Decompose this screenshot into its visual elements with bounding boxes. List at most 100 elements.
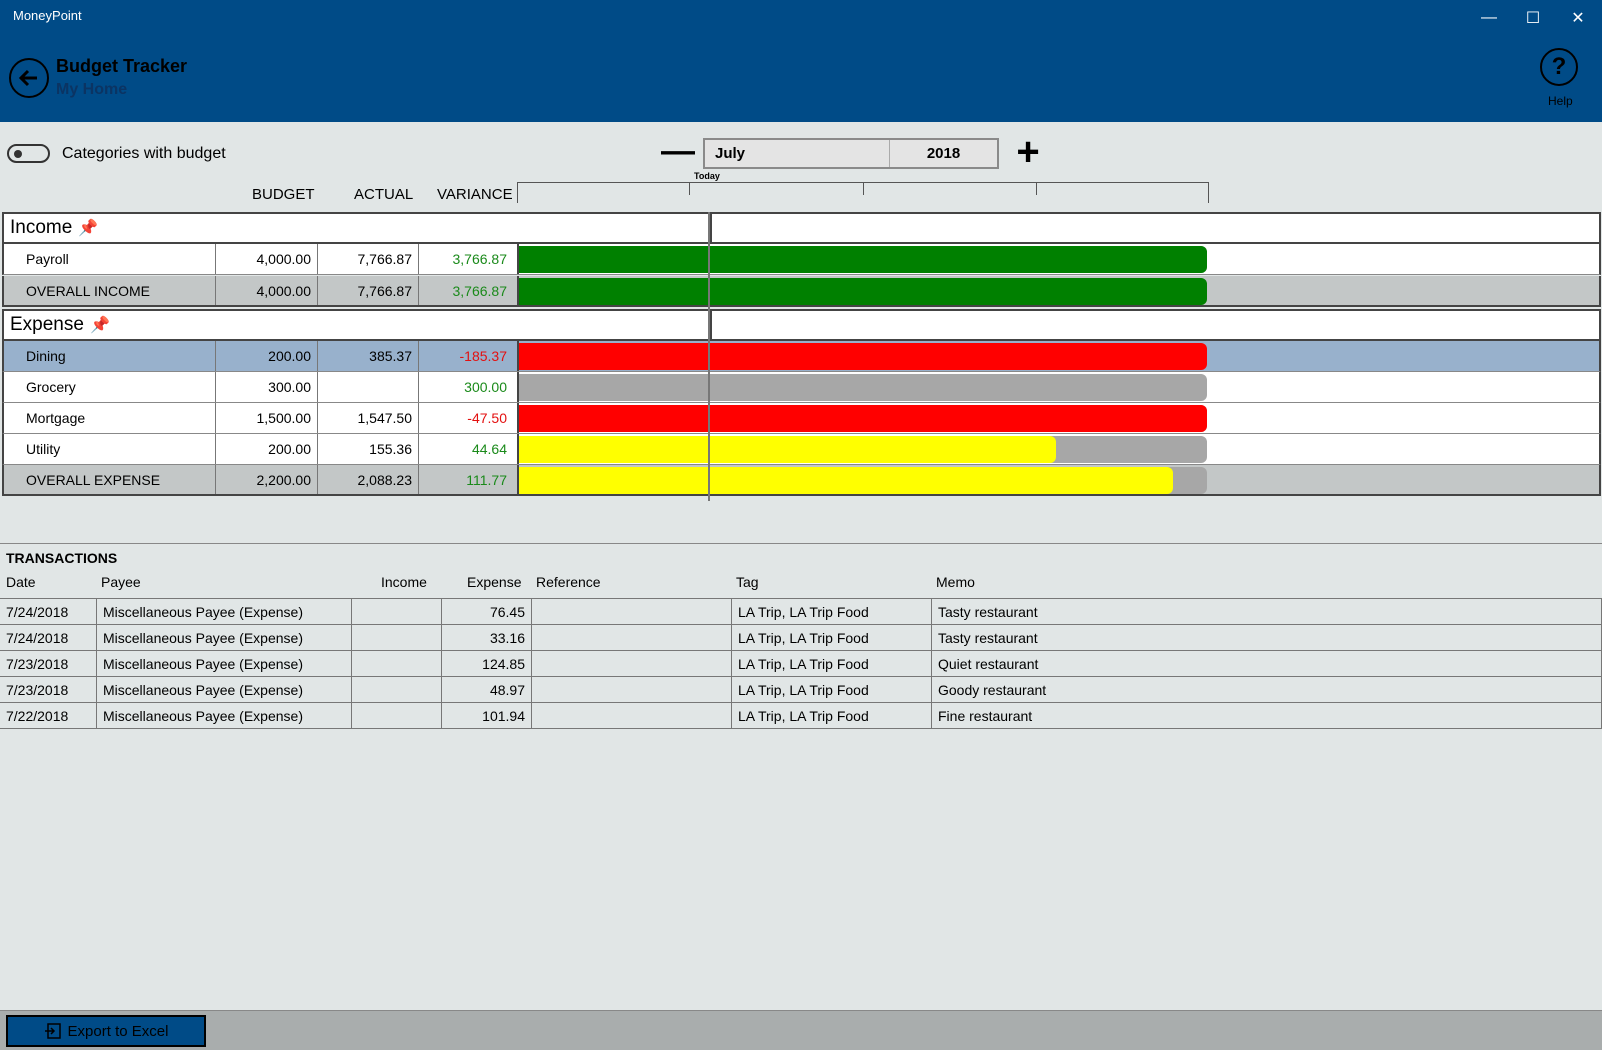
- tag-column-header[interactable]: Tag: [736, 574, 759, 590]
- transaction-date: 7/22/2018: [0, 703, 97, 728]
- transaction-memo: Tasty restaurant: [932, 625, 1602, 650]
- progress-bar-fill: [519, 436, 1056, 463]
- year-field[interactable]: 2018: [926, 145, 961, 162]
- budget-value: 200.00: [216, 434, 318, 464]
- budget-value: 2,200.00: [216, 465, 318, 494]
- pin-icon[interactable]: 📌: [89, 317, 110, 334]
- actual-value: 1,547.50: [318, 403, 419, 433]
- back-button[interactable]: [9, 58, 49, 98]
- transaction-reference: [532, 651, 732, 676]
- budget-row[interactable]: Grocery 300.00 300.00: [2, 372, 1601, 403]
- budget-row[interactable]: Utility 200.00 155.36 44.64: [2, 434, 1601, 465]
- transaction-memo: Tasty restaurant: [932, 599, 1602, 624]
- budget-value: 4,000.00: [216, 276, 318, 305]
- actual-value: 2,088.23: [318, 465, 419, 494]
- progress-bar-track: [519, 374, 1207, 401]
- scale-tick: [1036, 183, 1037, 195]
- maximize-button[interactable]: ☐: [1525, 10, 1541, 27]
- transaction-memo: Goody restaurant: [932, 677, 1602, 702]
- actual-column-header: ACTUAL: [354, 186, 414, 203]
- today-divider: [710, 214, 712, 242]
- question-icon: ?: [1551, 53, 1567, 80]
- progress-bar-fill: [519, 278, 1207, 305]
- category-name: OVERALL EXPENSE: [4, 465, 216, 494]
- next-period-button[interactable]: +: [1016, 130, 1040, 174]
- header-divider: [0, 598, 1602, 599]
- transaction-tag: LA Trip, LA Trip Food: [732, 703, 932, 728]
- export-icon: [44, 1023, 61, 1039]
- total-row[interactable]: OVERALL INCOME 4,000.00 7,766.87 3,766.87: [2, 276, 1601, 307]
- scale-tick: [863, 183, 864, 195]
- transaction-row[interactable]: 7/23/2018 Miscellaneous Payee (Expense) 48…: [0, 677, 1602, 703]
- scale-tick: [689, 183, 690, 195]
- app-header: MoneyPoint — ☐ ✕ Budget Tracker My Home …: [0, 0, 1602, 122]
- progress-bar-track: [519, 405, 1207, 432]
- minimize-button[interactable]: —: [1481, 9, 1497, 26]
- transaction-tag: LA Trip, LA Trip Food: [732, 625, 932, 650]
- previous-period-button[interactable]: —: [661, 132, 695, 170]
- transaction-income: [352, 703, 442, 728]
- close-button[interactable]: ✕: [1571, 10, 1585, 27]
- transaction-tag: LA Trip, LA Trip Food: [732, 651, 932, 676]
- today-divider: [710, 311, 712, 339]
- reference-column-header[interactable]: Reference: [536, 574, 601, 590]
- transaction-reference: [532, 625, 732, 650]
- category-name: OVERALL INCOME: [4, 276, 216, 305]
- total-row[interactable]: OVERALL EXPENSE 2,200.00 2,088.23 111.77: [2, 465, 1601, 496]
- memo-column-header[interactable]: Memo: [936, 574, 975, 590]
- transaction-expense: 101.94: [442, 703, 532, 728]
- export-label: Export to Excel: [67, 1022, 169, 1040]
- actual-value: 385.37: [318, 341, 419, 371]
- transaction-expense: 76.45: [442, 599, 532, 624]
- transaction-reference: [532, 703, 732, 728]
- categories-with-budget-toggle[interactable]: [7, 144, 50, 163]
- progress-bar-fill: [519, 343, 1207, 370]
- transaction-payee: Miscellaneous Payee (Expense): [97, 703, 352, 728]
- budget-value: 300.00: [216, 372, 318, 402]
- budget-row[interactable]: Payroll 4,000.00 7,766.87 3,766.87: [2, 244, 1601, 275]
- transaction-row[interactable]: 7/24/2018 Miscellaneous Payee (Expense) 33…: [0, 625, 1602, 651]
- variance-value: -185.37: [419, 341, 519, 371]
- budget-value: 4,000.00: [216, 244, 318, 274]
- pin-icon[interactable]: 📌: [78, 220, 99, 237]
- date-column-header[interactable]: Date: [6, 574, 36, 590]
- payee-column-header[interactable]: Payee: [101, 574, 141, 590]
- budget-column-header: BUDGET: [252, 186, 315, 203]
- category-name: Dining: [4, 341, 216, 371]
- progress-bar-track: [519, 436, 1207, 463]
- section-divider: [0, 543, 1602, 544]
- expense-column-header[interactable]: Expense: [467, 574, 522, 590]
- month-field[interactable]: July: [705, 140, 890, 167]
- progress-bar-track: [519, 467, 1207, 494]
- transaction-expense: 48.97: [442, 677, 532, 702]
- actual-value: [318, 372, 419, 402]
- transaction-row[interactable]: 7/23/2018 Miscellaneous Payee (Expense) 12…: [0, 651, 1602, 677]
- transaction-payee: Miscellaneous Payee (Expense): [97, 599, 352, 624]
- income-section-header: Income 📌: [2, 212, 1601, 244]
- income-column-header[interactable]: Income: [381, 574, 427, 590]
- variance-value: 3,766.87: [419, 244, 519, 274]
- progress-bar-fill: [519, 467, 1173, 494]
- progress-bar-fill: [519, 405, 1207, 432]
- variance-value: 44.64: [419, 434, 519, 464]
- transaction-tag: LA Trip, LA Trip Food: [732, 599, 932, 624]
- budget-row[interactable]: Mortgage 1,500.00 1,547.50 -47.50: [2, 403, 1601, 434]
- transaction-reference: [532, 599, 732, 624]
- transaction-row[interactable]: 7/24/2018 Miscellaneous Payee (Expense) 76…: [0, 599, 1602, 625]
- budget-value: 200.00: [216, 341, 318, 371]
- transaction-row[interactable]: 7/22/2018 Miscellaneous Payee (Expense) 10…: [0, 703, 1602, 729]
- income-section-label: Income 📌: [10, 217, 98, 239]
- transactions-title: TRANSACTIONS: [6, 550, 118, 566]
- category-name: Mortgage: [4, 403, 216, 433]
- income-label: Income: [10, 217, 73, 238]
- variance-value: 3,766.87: [419, 276, 519, 305]
- toggle-label: Categories with budget: [62, 145, 226, 162]
- help-button[interactable]: ?: [1540, 48, 1578, 86]
- budget-row[interactable]: Dining 200.00 385.37 -185.37: [2, 341, 1601, 372]
- variance-value: 111.77: [419, 465, 519, 494]
- variance-value: 300.00: [419, 372, 519, 402]
- export-to-excel-button[interactable]: Export to Excel: [6, 1015, 206, 1047]
- transaction-income: [352, 599, 442, 624]
- transaction-date: 7/23/2018: [0, 651, 97, 676]
- period-selector: July 2018: [703, 138, 999, 169]
